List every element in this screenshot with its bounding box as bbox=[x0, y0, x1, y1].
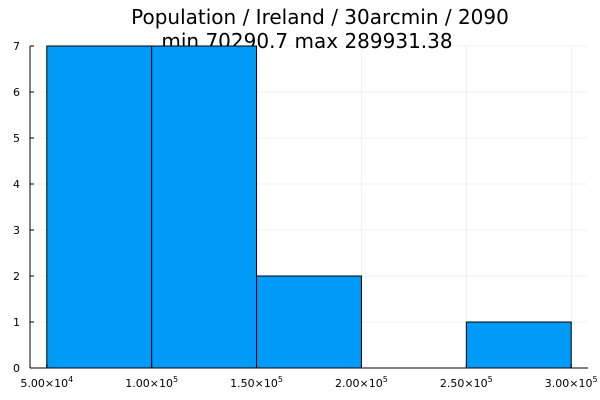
y-tick-label-3: 3 bbox=[13, 224, 20, 237]
y-tick-label-4: 4 bbox=[13, 178, 20, 191]
y-tick-label-1: 1 bbox=[13, 316, 20, 329]
y-tick-labels: 0 1 2 3 4 5 6 7 bbox=[13, 40, 20, 375]
x-tick-label-3: 2.00×105 bbox=[335, 375, 388, 390]
x-tick-label-0: 5.00×104 bbox=[20, 375, 73, 390]
histogram-bar-2 bbox=[256, 275, 362, 369]
histogram-bar-0 bbox=[46, 45, 153, 369]
x-tick-label-1: 1.00×105 bbox=[125, 375, 178, 390]
histogram-bar-1 bbox=[151, 45, 258, 369]
chart-title-line-1: Population / Ireland / 30arcmin / 2090 bbox=[131, 5, 509, 29]
y-tick-label-7: 7 bbox=[13, 40, 20, 53]
x-tick-label-2: 1.50×105 bbox=[230, 375, 283, 390]
x-tick-labels: 5.00×104 1.00×105 1.50×105 2.00×105 2.50×105… bbox=[20, 375, 597, 390]
y-tick-label-6: 6 bbox=[13, 86, 20, 99]
histogram-bars bbox=[46, 45, 572, 369]
x-tick-label-4: 2.50×105 bbox=[440, 375, 493, 390]
x-tick-label-5: 3.00×105 bbox=[545, 375, 598, 390]
axes bbox=[29, 45, 588, 369]
y-tick-label-0: 0 bbox=[13, 362, 20, 375]
y-tick-label-5: 5 bbox=[13, 132, 20, 145]
y-tick-label-2: 2 bbox=[13, 270, 20, 283]
histogram-bar-4 bbox=[465, 321, 572, 369]
